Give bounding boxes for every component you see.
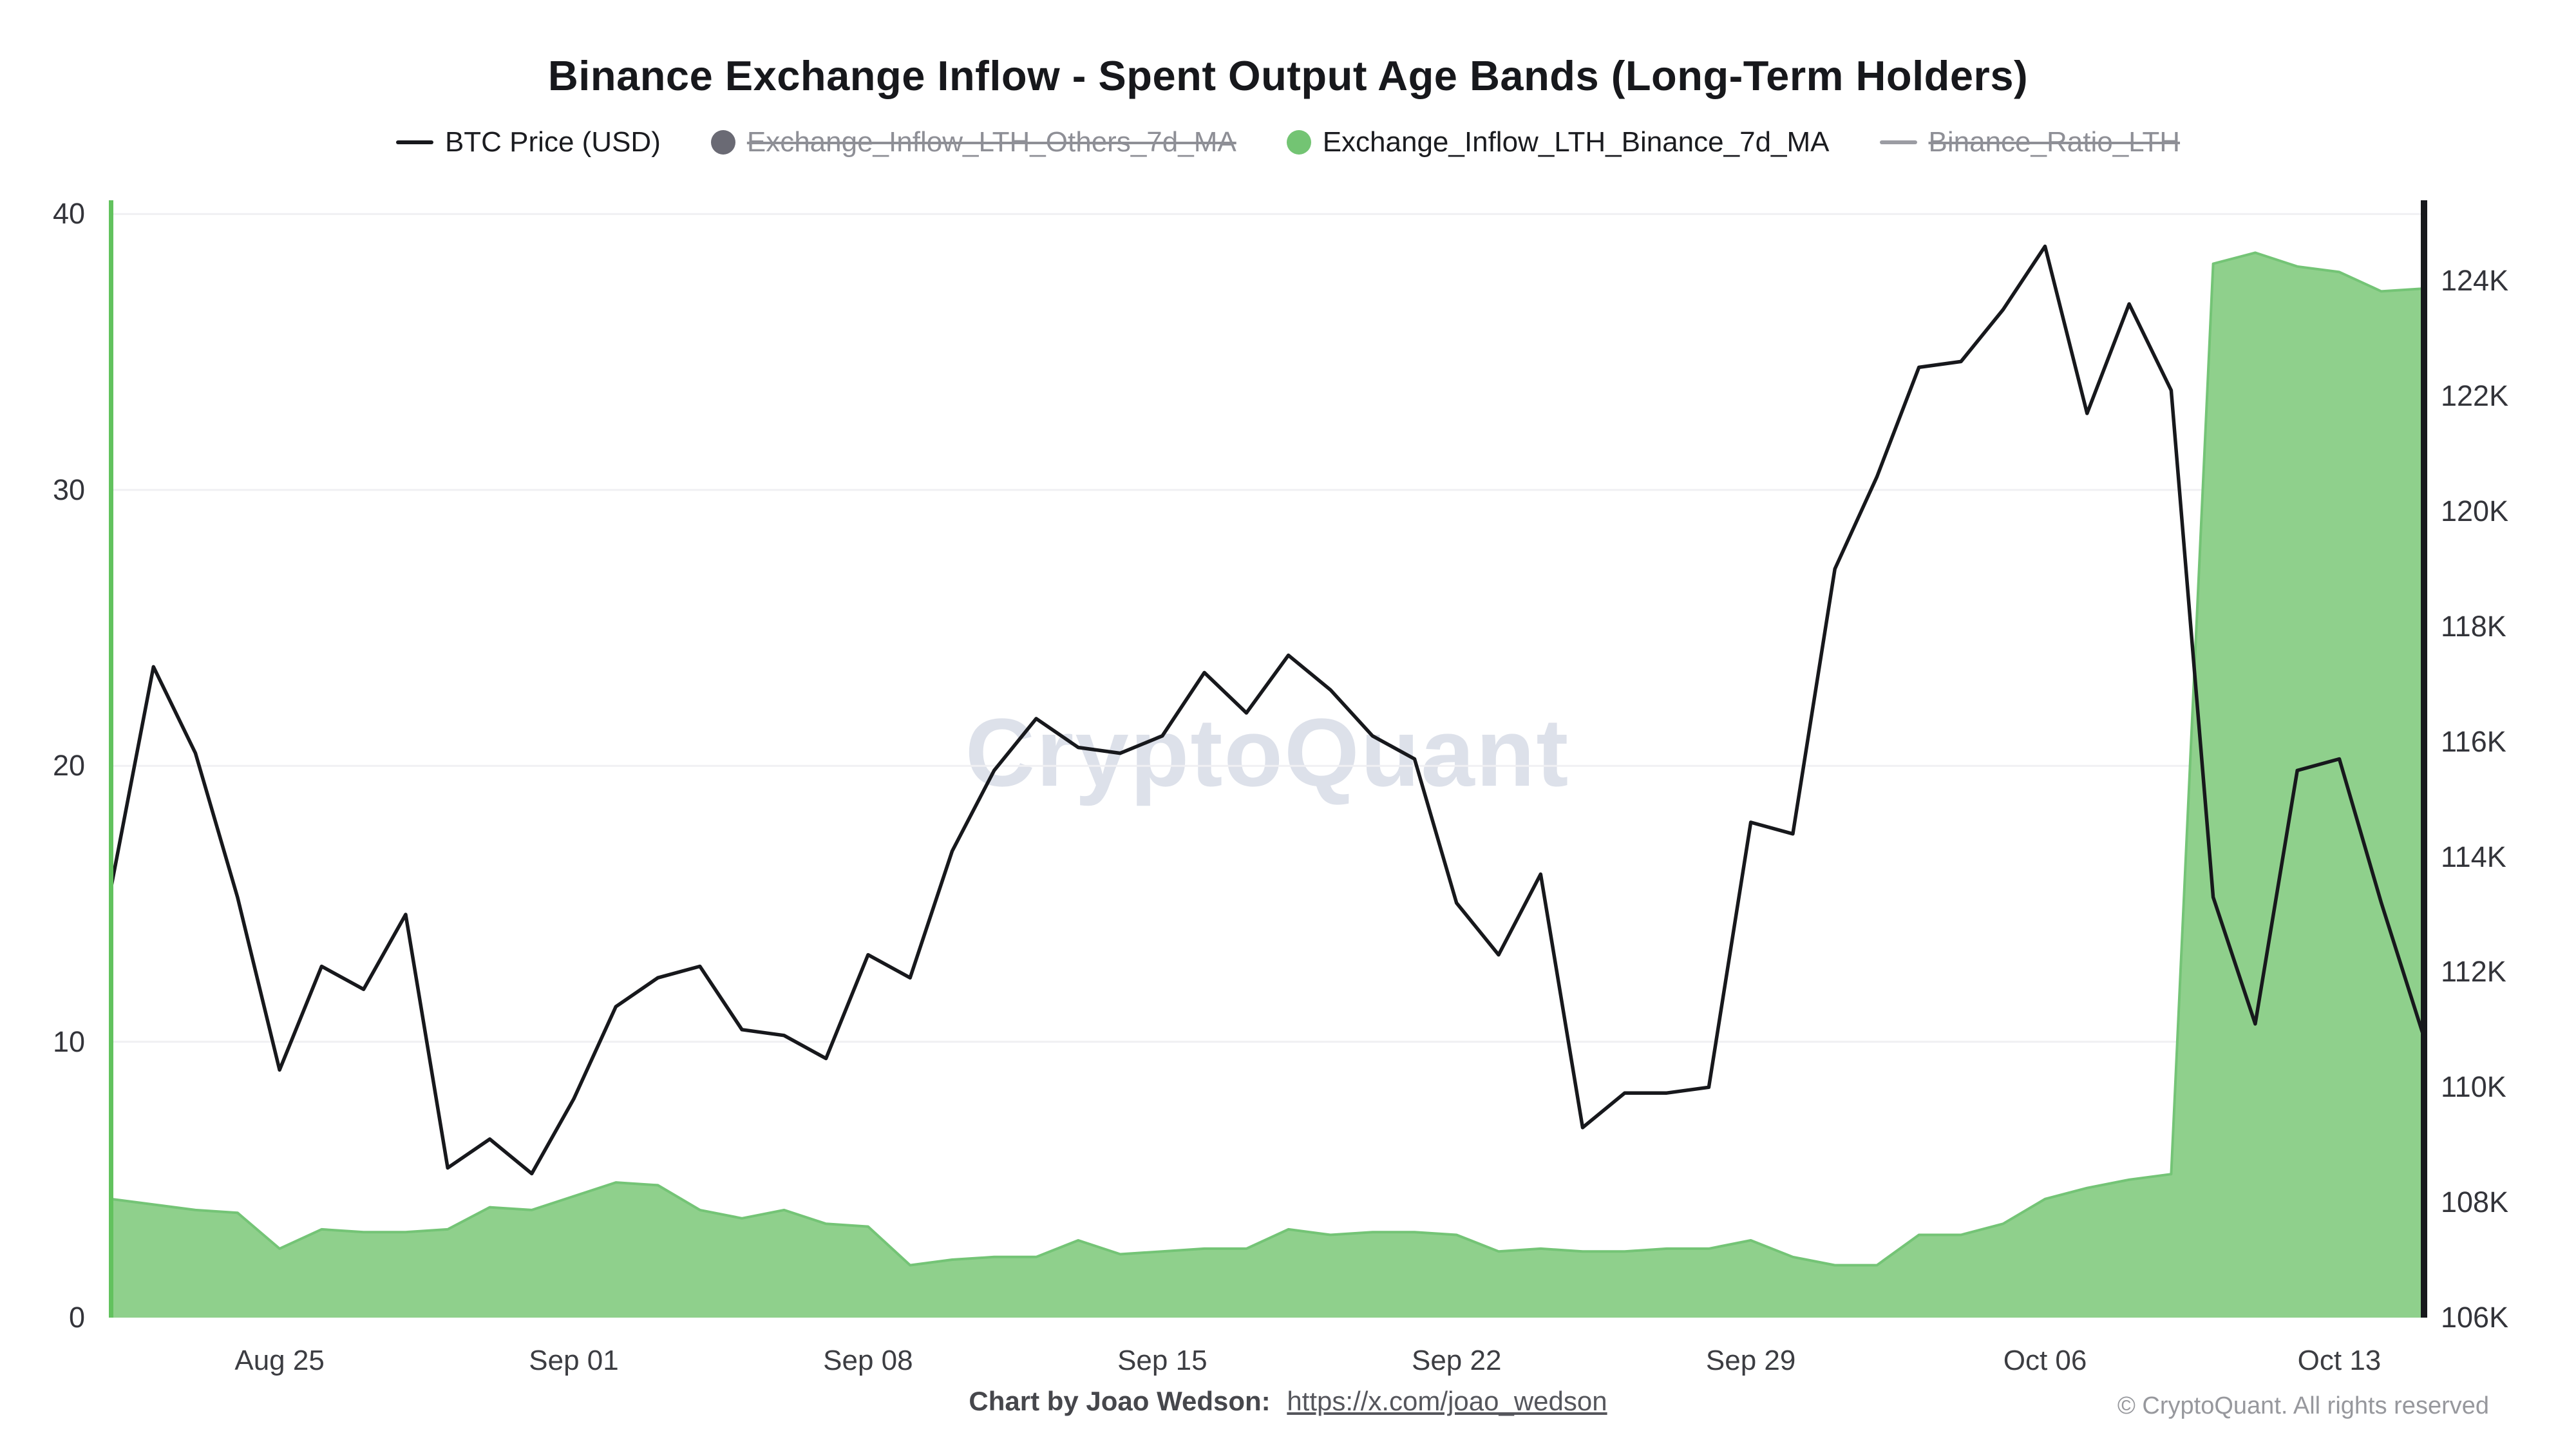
legend-label: Binance_Ratio_LTH (1928, 126, 2181, 158)
x-axis-tick-label: Sep 15 (1117, 1345, 1208, 1376)
credit-link[interactable]: https://x.com/joao_wedson (1287, 1386, 1607, 1416)
x-axis-tick-label: Aug 25 (234, 1345, 325, 1376)
legend-label: Exchange_Inflow_LTH_Binance_7d_MA (1322, 126, 1830, 158)
circle-marker-icon (1286, 130, 1311, 155)
left-axis-tick-label: 40 (52, 197, 85, 231)
x-axis: Aug 25 Sep 01 Sep 08 Sep 15 Sep 22 Sep 29 Oct … (111, 1345, 2423, 1383)
cryptoquant-watermark: CryptoQuant (965, 697, 1570, 806)
copyright-text: © CryptoQuant. All rights reserved (2117, 1392, 2489, 1419)
right-axis-tick-label: 106K (2441, 1301, 2509, 1334)
left-y-axis: 0 10 20 30 40 (0, 197, 95, 1334)
right-axis-tick-label: 122K (2441, 379, 2509, 413)
footer-credit: Chart by Joao Wedson: https://x.com/joao… (0, 1386, 2576, 1417)
right-axis-tick-label: 116K (2441, 724, 2506, 758)
circle-marker-icon (710, 130, 735, 155)
chart-canvas (111, 213, 2423, 1318)
x-axis-tick-label: Sep 01 (529, 1345, 619, 1376)
right-axis-tick-label: 120K (2441, 494, 2509, 527)
x-axis-tick-label: Sep 22 (1411, 1345, 1502, 1376)
left-axis-tick-label: 20 (52, 749, 85, 782)
line-marker-icon (1879, 140, 1917, 144)
x-axis-tick-label: Sep 08 (823, 1345, 913, 1376)
right-axis-tick-label: 108K (2441, 1186, 2509, 1219)
right-y-axis: 106K 108K 110K 112K 114K 116K 118K 120K 122K 124K (2441, 200, 2576, 1334)
legend: BTC Price (USD) Exchange_Inflow_LTH_Other… (0, 126, 2576, 158)
right-axis-tick-label: 114K (2441, 840, 2506, 873)
right-axis-spine (2421, 200, 2427, 1318)
left-axis-tick-label: 0 (68, 1301, 85, 1334)
right-axis-tick-label: 124K (2441, 264, 2509, 298)
legend-item-exchange-inflow-lth-binance-7d-ma[interactable]: Exchange_Inflow_LTH_Binance_7d_MA (1286, 126, 1830, 158)
x-axis-tick-label: Oct 06 (2003, 1345, 2087, 1376)
line-marker-icon (395, 140, 433, 144)
legend-item-exchange-inflow-lth-others-7d-ma[interactable]: Exchange_Inflow_LTH_Others_7d_MA (710, 126, 1236, 158)
right-axis-tick-label: 110K (2441, 1070, 2506, 1104)
legend-item-binance-ratio-lth[interactable]: Binance_Ratio_LTH (1879, 126, 2181, 158)
btc-price-line-series (111, 244, 2423, 1176)
right-axis-tick-label: 112K (2441, 955, 2506, 989)
page-title: Binance Exchange Inflow - Spent Output A… (547, 52, 2029, 99)
inflow-area-series (111, 252, 2423, 1318)
left-axis-tick-label: 10 (52, 1025, 85, 1058)
left-axis-tick-label: 30 (52, 473, 85, 506)
plot-area[interactable]: CryptoQuant (109, 200, 2427, 1318)
x-axis-tick-label: Oct 13 (2297, 1345, 2382, 1376)
legend-label: BTC Price (USD) (444, 126, 661, 158)
credit-label: Chart by Joao Wedson: (969, 1386, 1271, 1416)
x-axis-tick-label: Sep 29 (1705, 1345, 1796, 1376)
left-axis-spine (109, 200, 113, 1318)
inflow-area-outline (111, 251, 2423, 1267)
right-axis-tick-label: 118K (2441, 609, 2506, 643)
legend-item-btc-price-usd[interactable]: BTC Price (USD) (395, 126, 661, 158)
legend-label: Exchange_Inflow_LTH_Others_7d_MA (746, 126, 1236, 158)
